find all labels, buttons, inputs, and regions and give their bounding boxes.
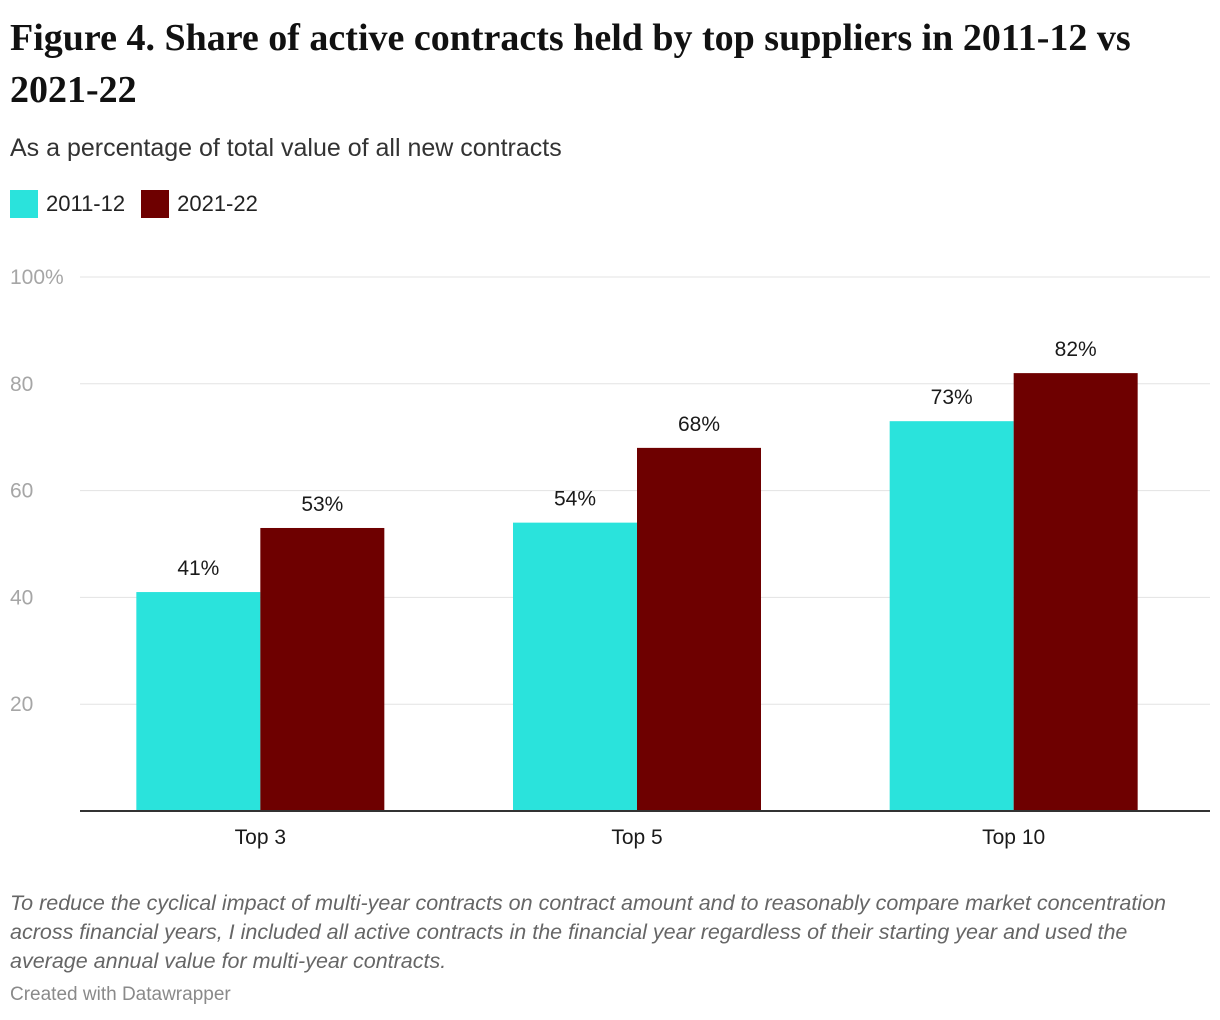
legend-swatch-2021-22 — [141, 190, 170, 218]
bar-2011-12-top-10 — [889, 421, 1014, 811]
data-label-2021-22-top-3: 53% — [301, 493, 343, 516]
legend-swatch-2011-12 — [10, 190, 38, 218]
legend-label-2011-12: 2011-12 — [46, 191, 126, 216]
legend-item-2011-12: 2011-12 — [10, 190, 125, 218]
chart-credit: Created with Datawrapper — [10, 984, 231, 1005]
y-tick-label-80: 80 — [10, 373, 33, 396]
data-label-2011-12-top-5: 54% — [554, 488, 596, 511]
x-tick-label-top-10: Top 10 — [982, 826, 1045, 849]
x-tick-label-top-3: Top 3 — [235, 826, 286, 849]
legend-item-2021-22: 2021-22 — [141, 190, 258, 218]
bar-2021-22-top-5 — [637, 447, 761, 811]
legend-label-2021-22: 2021-22 — [177, 191, 258, 216]
x-tick-label-top-5: Top 5 — [611, 826, 662, 849]
data-label-2011-12-top-10: 73% — [931, 386, 973, 409]
y-tick-label-40: 40 — [10, 586, 33, 609]
data-label-2021-22-top-5: 68% — [678, 413, 720, 436]
bar-2011-12-top-5 — [513, 522, 637, 811]
bar-2021-22-top-10 — [1013, 373, 1138, 811]
data-label-2021-22-top-10: 82% — [1055, 338, 1097, 361]
bar-2011-12-top-3 — [136, 592, 261, 811]
bar-chart: 20 40 60 80 100% 41% 53% Top 3 54% 68% Top 5 73% 82%… — [10, 266, 1210, 849]
chart-title: Figure 4. Share of active contracts held… — [10, 17, 1131, 111]
y-tick-label-100: 100% — [10, 266, 64, 289]
y-tick-label-60: 60 — [10, 480, 33, 503]
y-tick-label-20: 20 — [10, 693, 33, 716]
chart-notes: To reduce the cyclical impact of multi-y… — [10, 891, 1166, 973]
data-label-2011-12-top-3: 41% — [177, 557, 219, 580]
legend: 2011-12 2021-22 — [10, 190, 274, 218]
bar-2021-22-top-3 — [260, 527, 385, 811]
chart-subtitle: As a percentage of total value of all ne… — [10, 134, 562, 162]
